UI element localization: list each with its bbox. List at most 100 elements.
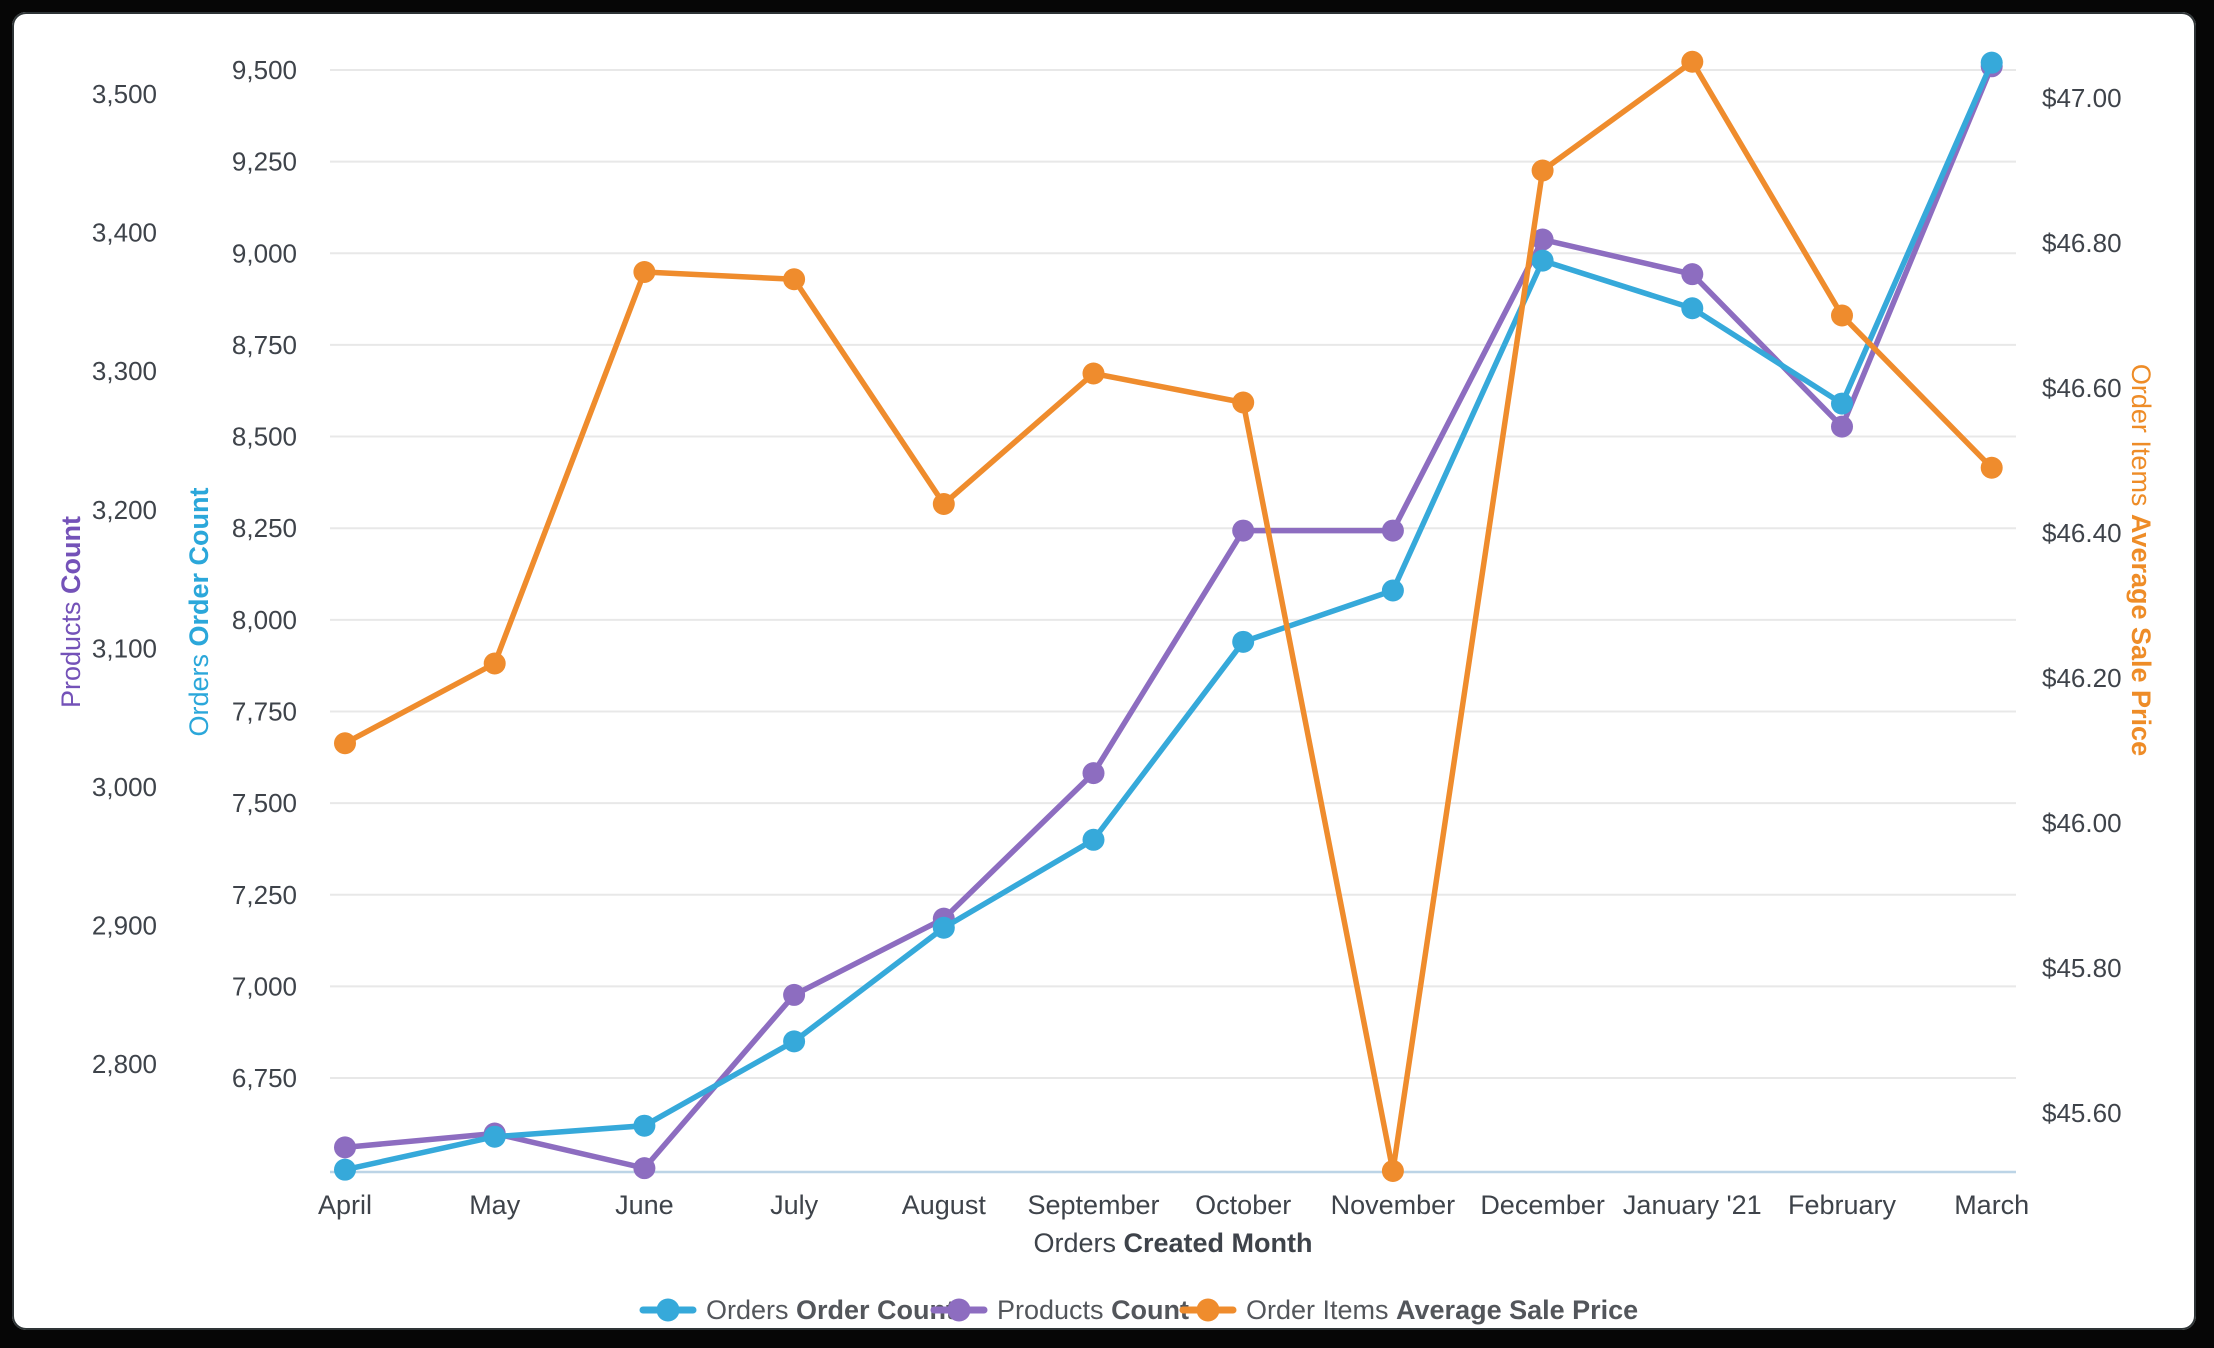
- data-point[interactable]: [783, 1030, 806, 1053]
- x-tick-label: November: [1331, 1190, 1456, 1220]
- orders-order-count-tick: 6,750: [232, 1063, 297, 1093]
- orders-order-count-tick: 7,000: [232, 971, 297, 1001]
- legend-item-label: Products Count: [997, 1295, 1189, 1325]
- legend-marker-icon: [947, 1298, 971, 1322]
- x-tick-label: February: [1788, 1190, 1897, 1220]
- legend-item-order-items-average-sale-price[interactable]: Order Items Average Sale Price: [1179, 1295, 1638, 1325]
- orders-order-count-tick: 7,250: [232, 880, 297, 910]
- orders-order-count-tick: 9,500: [232, 55, 297, 85]
- average-sale-price-tick: $45.60: [2042, 1098, 2122, 1128]
- legend-marker-icon: [1196, 1298, 1220, 1322]
- orders-order-count-tick: 9,250: [232, 147, 297, 177]
- average-sale-price-tick: $46.40: [2042, 518, 2122, 548]
- data-point[interactable]: [633, 1114, 656, 1137]
- data-point[interactable]: [483, 1125, 506, 1148]
- series-orders-order-count: [334, 51, 2003, 1181]
- legend-item-label: Order Items Average Sale Price: [1246, 1295, 1638, 1325]
- orders-order-count-tick: 8,500: [232, 422, 297, 452]
- data-point[interactable]: [932, 493, 955, 515]
- orders-order-count-tick: 8,750: [232, 330, 297, 360]
- x-tick-label: July: [770, 1190, 819, 1220]
- x-axis-title: Orders Created Month: [1033, 1228, 1312, 1258]
- products-count-tick: 3,000: [92, 772, 157, 802]
- data-point[interactable]: [1980, 456, 2003, 479]
- data-point[interactable]: [1531, 249, 1554, 272]
- legend: Orders Order Count Products Count Order It…: [639, 1295, 1638, 1325]
- data-point[interactable]: [334, 1136, 356, 1159]
- data-point[interactable]: [1681, 297, 1704, 320]
- data-point[interactable]: [1381, 579, 1404, 602]
- legend-item-label: Orders Order Count: [706, 1295, 955, 1325]
- data-point[interactable]: [1531, 228, 1554, 251]
- data-point[interactable]: [1831, 415, 1853, 438]
- data-point[interactable]: [1831, 392, 1853, 415]
- data-point[interactable]: [633, 1157, 656, 1180]
- orders-order-count-tick: 7,750: [232, 696, 297, 726]
- x-tick-label: April: [318, 1190, 372, 1220]
- series-line: [342, 59, 1995, 1173]
- orders-order-count-tick: 8,000: [232, 605, 297, 635]
- data-point[interactable]: [1232, 519, 1255, 542]
- orders-order-count-tick: 7,500: [232, 788, 297, 818]
- x-tick-label: December: [1480, 1190, 1605, 1220]
- products-count-tick: 2,900: [92, 911, 157, 941]
- x-tick-label: January '21: [1623, 1190, 1762, 1220]
- products-count-tick: 3,500: [92, 79, 157, 109]
- legend-item-orders-order-count[interactable]: Orders Order Count: [639, 1295, 955, 1325]
- outer-left-axis-title: Products Count: [56, 516, 86, 708]
- products-count-tick: 3,300: [92, 356, 157, 386]
- x-tick-label: June: [615, 1190, 674, 1220]
- data-point[interactable]: [483, 652, 506, 675]
- x-tick-labels: April May June July August September October No…: [318, 1190, 2029, 1220]
- average-sale-price-tick: $46.00: [2042, 808, 2122, 838]
- data-point[interactable]: [932, 916, 955, 939]
- products-count-tick: 3,100: [92, 633, 157, 663]
- data-point[interactable]: [1082, 762, 1105, 785]
- average-sale-price-tick: $46.80: [2042, 228, 2122, 258]
- data-point[interactable]: [633, 261, 656, 283]
- x-tick-label: September: [1027, 1190, 1159, 1220]
- products-count-tick: 3,200: [92, 495, 157, 525]
- legend-item-products-count[interactable]: Products Count: [930, 1295, 1189, 1325]
- average-sale-price-tick: $46.20: [2042, 663, 2122, 693]
- products-count-tick: 2,800: [92, 1049, 157, 1079]
- series-line: [342, 59, 1995, 1174]
- data-point[interactable]: [1381, 1160, 1404, 1182]
- data-point[interactable]: [783, 983, 806, 1006]
- right-axis-title: Order Items Average Sale Price: [2126, 364, 2156, 756]
- x-tick-label: March: [1954, 1190, 2029, 1220]
- series-line: [342, 63, 1995, 1171]
- data-point[interactable]: [1681, 263, 1704, 286]
- data-point[interactable]: [1232, 391, 1255, 414]
- data-point[interactable]: [1082, 362, 1105, 385]
- data-point[interactable]: [1531, 159, 1554, 182]
- gridlines: [330, 69, 2016, 1080]
- data-point[interactable]: [1980, 51, 2003, 74]
- average-sale-price-tick: $46.60: [2042, 373, 2122, 403]
- x-tick-label: May: [469, 1190, 521, 1220]
- data-point[interactable]: [1082, 828, 1105, 851]
- data-point[interactable]: [1831, 304, 1853, 327]
- data-point[interactable]: [334, 732, 356, 755]
- chart-card: [12, 12, 2196, 1330]
- products-count-tick-labels: 3,500 3,400 3,300 3,200 3,100 3,000 2,900 2,800: [92, 79, 157, 1079]
- orders-order-count-tick: 9,000: [232, 238, 297, 268]
- x-tick-label: October: [1195, 1190, 1291, 1220]
- average-sale-price-tick: $47.00: [2042, 83, 2122, 113]
- data-point[interactable]: [783, 268, 806, 291]
- products-count-tick: 3,400: [92, 218, 157, 248]
- data-point[interactable]: [1681, 50, 1704, 73]
- data-point[interactable]: [334, 1158, 356, 1181]
- data-point[interactable]: [1232, 630, 1255, 653]
- data-point[interactable]: [1381, 519, 1404, 542]
- average-sale-price-tick: $45.80: [2042, 953, 2122, 983]
- inner-left-axis-title: Orders Order Count: [184, 487, 214, 736]
- series-order-items-average-sale-price: [334, 50, 2003, 1182]
- legend-marker-icon: [656, 1298, 680, 1322]
- x-tick-label: August: [902, 1190, 987, 1220]
- series-products-count: [334, 55, 2003, 1180]
- orders-order-count-tick: 8,250: [232, 513, 297, 543]
- average-sale-price-tick-labels: $47.00 $46.80 $46.60 $46.40 $46.20 $46.00 $45.…: [2042, 83, 2122, 1128]
